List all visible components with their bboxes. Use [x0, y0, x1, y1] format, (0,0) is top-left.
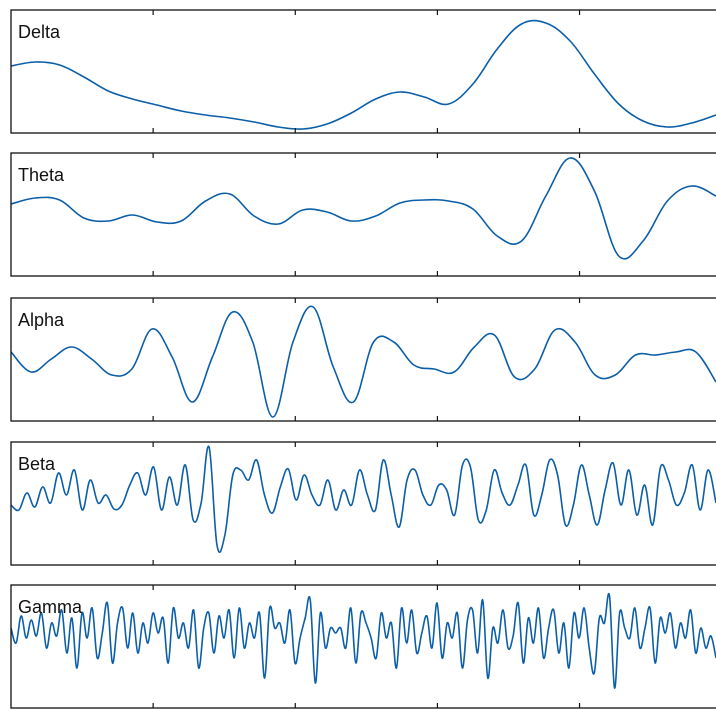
signal-line: [10, 19, 716, 130]
panel-title: Delta: [18, 22, 61, 42]
panel-frame: [10, 152, 716, 277]
signal-line: [10, 305, 716, 418]
signal-line: [10, 445, 716, 553]
panel-frame: [10, 584, 716, 709]
panel-frame: [10, 297, 716, 422]
panel-title: Alpha: [18, 310, 65, 330]
signal-line: [10, 592, 716, 689]
signal-line: [10, 157, 716, 260]
panel-title: Theta: [18, 165, 65, 185]
panel-title: Gamma: [18, 597, 83, 617]
panel-frame: [10, 441, 716, 566]
panel-frame: [10, 9, 716, 134]
panel-title: Beta: [18, 454, 56, 474]
